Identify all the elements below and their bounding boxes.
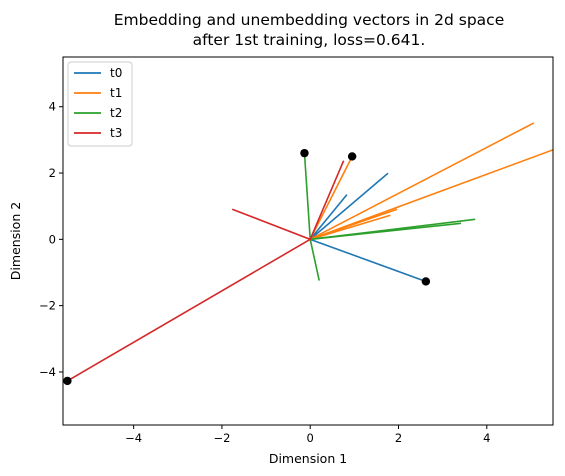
y-axis-label: Dimension 2 bbox=[8, 202, 23, 280]
x-tick-label: 0 bbox=[307, 431, 314, 445]
x-tick-label: 2 bbox=[395, 431, 402, 445]
legend-box bbox=[67, 61, 133, 147]
y-axis: −4 −2 0 2 4 bbox=[39, 100, 63, 379]
vector-t3-0 bbox=[66, 238, 312, 383]
x-axis: −4 −2 0 2 4 bbox=[125, 425, 490, 445]
y-tick-label: 4 bbox=[49, 100, 56, 114]
vector-t2-3 bbox=[309, 222, 462, 241]
vector-t3-2 bbox=[309, 160, 345, 241]
scatter-point-1 bbox=[347, 152, 357, 161]
y-tick-label: 2 bbox=[49, 166, 56, 180]
legend-label-t0: t0 bbox=[110, 66, 122, 80]
y-tick-label: −4 bbox=[39, 365, 56, 379]
x-tick-label: 4 bbox=[483, 431, 490, 445]
vector-t3-1 bbox=[231, 208, 312, 241]
x-tick-label: −4 bbox=[125, 431, 142, 445]
x-axis-label: Dimension 1 bbox=[269, 451, 347, 466]
vector-t1-2 bbox=[309, 148, 553, 241]
chart-title-line-1: Embedding and unembedding vectors in 2d … bbox=[114, 11, 504, 29]
vector-t1-0 bbox=[309, 155, 354, 241]
vector-t0-2 bbox=[309, 194, 348, 241]
x-tick-label: −2 bbox=[213, 431, 230, 445]
legend: t0 t1 t2 t3 bbox=[67, 61, 133, 147]
scatter-point-0 bbox=[300, 148, 309, 158]
vector-t2-0 bbox=[303, 152, 312, 241]
plot-area bbox=[63, 122, 553, 386]
vector-t0-1 bbox=[309, 172, 389, 241]
scatter-point-2 bbox=[421, 277, 431, 286]
vector-t1-4 bbox=[309, 214, 391, 241]
legend-label-t1: t1 bbox=[110, 86, 122, 100]
legend-label-t2: t2 bbox=[110, 106, 122, 120]
chart-title-line-2: after 1st training, loss=0.641. bbox=[193, 31, 426, 49]
vector-t2-1 bbox=[309, 238, 320, 281]
y-tick-label: −2 bbox=[39, 299, 56, 313]
vector-t0-0 bbox=[309, 238, 427, 283]
legend-label-t3: t3 bbox=[110, 126, 122, 140]
scatter-point-3 bbox=[63, 376, 72, 386]
vector-t1-1 bbox=[309, 122, 535, 241]
y-tick-label: 0 bbox=[49, 232, 56, 246]
plot-frame bbox=[62, 56, 554, 426]
